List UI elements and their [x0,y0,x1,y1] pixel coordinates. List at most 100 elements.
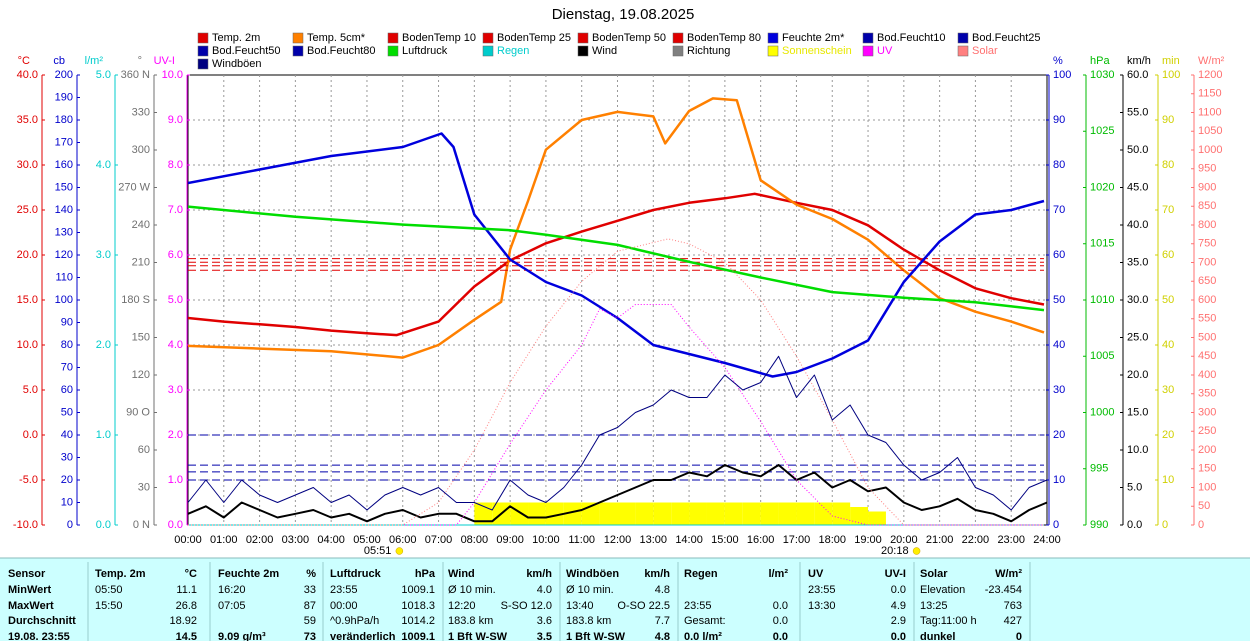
x-tick-label: 02:00 [246,534,274,546]
legend-label: Solar [972,45,998,57]
legend-swatch [292,45,304,57]
axis-unit: W/m² [1198,55,1225,67]
table-cell: 0.0 [891,584,906,596]
table-cell: 1 Bft W-SW [448,631,508,641]
axis-unit: min [1162,55,1180,67]
series-line [188,464,1048,523]
y-tick-label: 300 [1198,406,1216,418]
y-tick-label: 40 [1162,339,1174,351]
y-tick-label: 25.0 [17,204,38,216]
y-tick-label: 90 [61,316,73,328]
y-tick-label: 30 [61,451,73,463]
table-cell: 26.8 [176,600,197,612]
y-tick-label: -5.0 [19,474,38,486]
table-cell: 12:20 [448,600,476,612]
table-cell: 16:20 [218,584,246,596]
table-cell: 07:05 [218,600,246,612]
table-cell: 0.0 l/m² [684,631,722,641]
y-tick-label: 130 [55,226,73,238]
y-tick-label: 0.0 [96,519,111,531]
y-tick-label: 10.0 [17,339,38,351]
table-cell: 00:00 [330,600,358,612]
sunshine-bar [563,502,582,525]
y-tick-label: 190 [55,91,73,103]
table-cell: ^0.9hPa/h [330,615,379,627]
table-cell: MinWert [8,584,52,596]
table-cell: 4.8 [655,584,670,596]
y-tick-label: 80 [1053,159,1065,171]
table-cell: 13:40 [566,600,594,612]
axis-unit: °C [18,55,30,67]
table-cell: veränderlich [330,631,396,641]
plot-area [188,97,1048,526]
y-tick-label: 60 [1053,249,1065,261]
table-cell: 19.08. 23:55 [8,631,70,641]
table-cell: -23.454 [985,584,1022,596]
y-tick-label: 10.0 [1127,444,1148,456]
table-cell: 13:25 [920,600,948,612]
y-tick-label: 600 [1198,294,1216,306]
y-tick-label: 2.0 [96,339,111,351]
legend-label: BodenTemp 80 [687,32,761,44]
y-tick-label: 90 [1162,114,1174,126]
y-tick-label: 4.0 [96,159,111,171]
table-cell: 13:30 [808,600,836,612]
table-cell: dunkel [920,631,955,641]
y-tick-label: 360 N [121,69,150,81]
y-tick-label: 10 [1053,474,1065,486]
y-tick-label: 1150 [1198,88,1222,100]
legend-label: Bod.Feucht50 [212,45,281,57]
y-tick-label: 110 [55,271,73,283]
y-tick-label: 1010 [1090,294,1114,306]
table-cell: °C [185,568,197,580]
y-tick-label: 995 [1090,463,1108,475]
y-tick-label: 60 [1162,249,1174,261]
sunshine-bar [528,502,546,525]
x-tick-label: 12:00 [604,534,632,546]
sunshine-bar [778,502,797,525]
table-cell: 33 [304,584,316,596]
y-tick-label: 50 [61,406,73,418]
y-tick-label: 1015 [1090,238,1114,250]
y-tick-label: 20.0 [17,249,38,261]
legend-swatch [387,45,399,57]
legend-swatch [577,32,589,44]
x-tick-label: 18:00 [818,534,846,546]
y-tick-label: 30 [1053,384,1065,396]
y-tick-label: 1050 [1198,125,1222,137]
legend-swatch [957,32,969,44]
legend-label: Windböen [212,58,262,70]
legend-swatch [292,32,304,44]
x-tick-label: 13:00 [640,534,668,546]
y-tick-label: 3.0 [168,384,183,396]
table-cell: km/h [644,568,670,580]
y-tick-label: 80 [61,339,73,351]
y-tick-label: 20 [1053,429,1065,441]
table-cell: Temp. 2m [95,568,146,580]
y-tick-label: 0.0 [23,429,38,441]
legend-swatch [482,32,494,44]
y-tick-label: 5.0 [96,69,111,81]
y-tick-label: 750 [1198,238,1216,250]
y-tick-label: 30.0 [1127,294,1148,306]
y-tick-label: 40 [1053,339,1065,351]
y-tick-label: 20 [61,474,73,486]
y-tick-label: 0 [1053,519,1059,531]
y-tick-label: 1025 [1090,125,1114,137]
y-tick-label: 8.0 [168,159,183,171]
table-cell: 0.0 [773,600,788,612]
table-cell: Sensor [8,568,46,580]
x-tick-label: 20:00 [890,534,918,546]
y-tick-label: 450 [1198,350,1216,362]
y-tick-label: 950 [1198,163,1216,175]
y-tick-label: 10.0 [162,69,183,81]
y-tick-label: 900 [1198,181,1216,193]
sunshine-bar [832,502,851,525]
chart-title: Dienstag, 19.08.2025 [552,6,695,23]
y-tick-label: 160 [55,159,73,171]
y-tick-label: 25.0 [1127,331,1148,343]
table-cell: hPa [415,568,436,580]
y-tick-label: 5.0 [1127,481,1142,493]
legend-label: BodenTemp 10 [402,32,476,44]
